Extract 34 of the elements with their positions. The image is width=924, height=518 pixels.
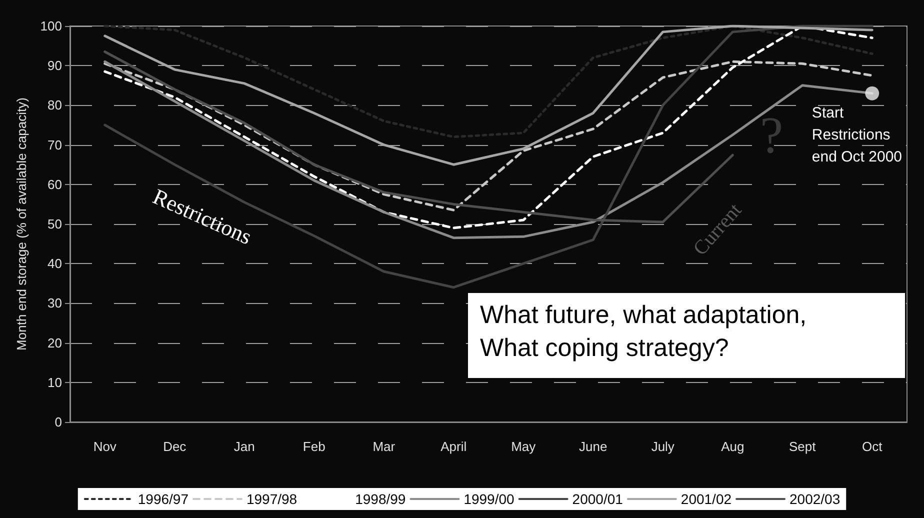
- x-tick-label: Oct: [862, 439, 883, 454]
- y-tick-label: 10: [48, 374, 62, 390]
- y-axis-title: Month end storage (% of available capacity): [14, 98, 29, 350]
- y-tick-label: 100: [40, 18, 62, 34]
- x-tick-label: May: [511, 439, 536, 454]
- x-tick-label: Mar: [372, 439, 396, 454]
- text-box: What future, what adaptation, What coping strategy?: [468, 293, 905, 378]
- y-tick-label: 90: [48, 58, 62, 74]
- x-tick-label: Dec: [163, 439, 187, 454]
- legend-label: 1996/97: [138, 491, 189, 507]
- y-tick-label: 70: [48, 137, 62, 152]
- y-tick-label: 80: [48, 98, 62, 113]
- x-tick-label: Feb: [302, 439, 326, 454]
- y-tick-label: 60: [48, 176, 62, 192]
- x-tick-label: July: [651, 439, 675, 454]
- annotation: ?: [760, 108, 784, 164]
- x-tick-label: Aug: [721, 439, 744, 454]
- legend-label: 1999/00: [464, 491, 515, 507]
- legend-label: 2002/03: [790, 491, 840, 507]
- legend-label: 2000/01: [572, 491, 624, 507]
- legend-label: 2001/02: [680, 491, 732, 507]
- x-tick-label: Jan: [234, 439, 255, 454]
- y-tick-label: 40: [48, 256, 62, 272]
- legend-label: 1997/98: [246, 491, 298, 507]
- x-tick-label: Sept: [789, 439, 816, 454]
- y-tick-label: 20: [48, 335, 62, 350]
- x-tick-label: April: [440, 439, 467, 454]
- y-tick-label: 30: [48, 296, 62, 311]
- annotation: Start Restrictions end Oct 2000: [812, 104, 902, 166]
- y-tick-label: 50: [48, 216, 62, 232]
- y-tick-label: 0: [54, 414, 62, 430]
- x-tick-label: June: [579, 439, 608, 454]
- x-tick-label: Nov: [93, 439, 117, 454]
- text: 1998/99: [355, 491, 406, 507]
